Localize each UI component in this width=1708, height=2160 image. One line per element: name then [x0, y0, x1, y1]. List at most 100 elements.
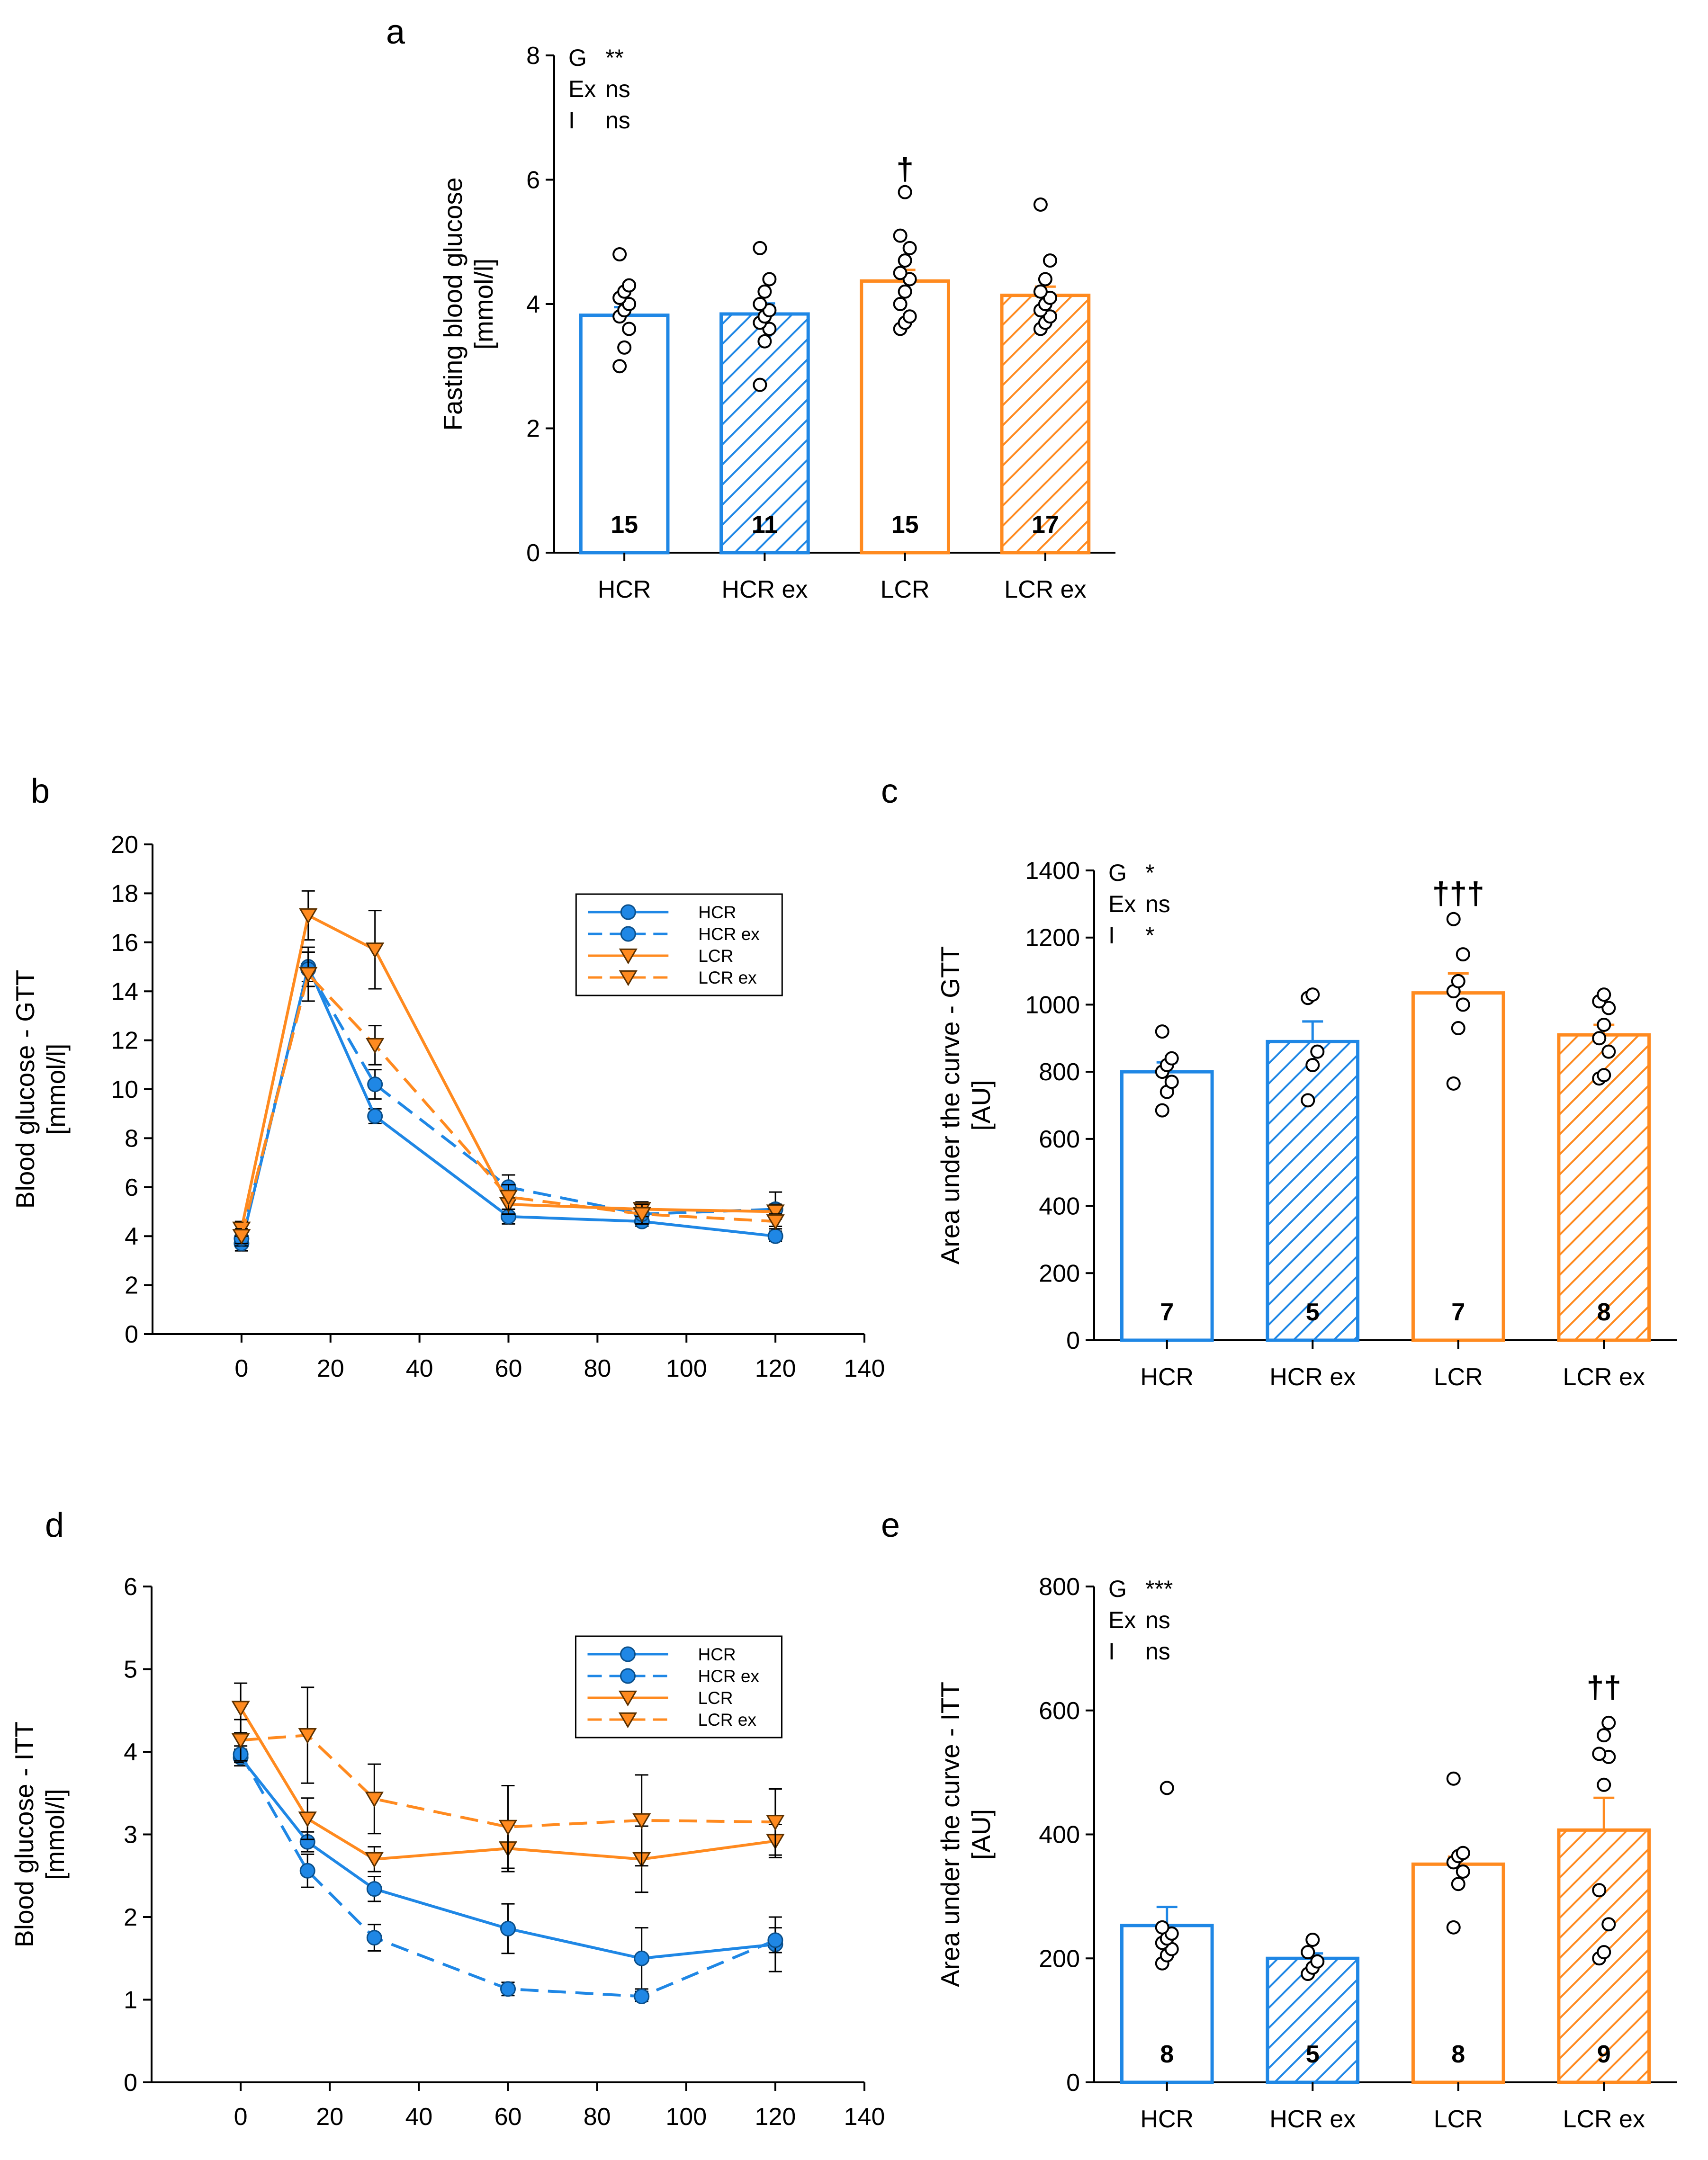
- data-marker: [767, 1228, 783, 1244]
- stat-value: ns: [1145, 1607, 1170, 1633]
- y-axis-label-unit: [AU]: [966, 1080, 996, 1131]
- stat-label: I: [568, 107, 575, 134]
- data-marker: [367, 1108, 383, 1124]
- stat-value: ns: [605, 107, 630, 134]
- data-point: [617, 340, 632, 355]
- chart-c-gtt-auc: 0 200 400 600 800 1000 1200 1400 Area under the …: [935, 857, 1677, 1391]
- bar-hcr-ex: [719, 312, 810, 555]
- legend-swatch-marker: [618, 1712, 638, 1729]
- significance-dagger: †††: [1432, 876, 1484, 911]
- data-point: [753, 377, 767, 392]
- y-axis-label: Area under the curve - GTT: [935, 946, 965, 1265]
- data-point: [893, 228, 908, 243]
- data-point: [1310, 1954, 1325, 1969]
- x-tick-label: HCR: [598, 576, 651, 603]
- y-tick-label: 600: [1039, 1697, 1080, 1725]
- n-label: 9: [1597, 2041, 1611, 2068]
- data-marker: [366, 1930, 382, 1946]
- x-tick-label: HCR: [1140, 2106, 1194, 2133]
- y-tick-label: 800: [1039, 1058, 1080, 1086]
- x-tick-label: LCR ex: [1563, 1363, 1645, 1391]
- legend-swatch-marker: [618, 1690, 638, 1707]
- data-point: [1601, 1715, 1616, 1730]
- y-tick-label: 1200: [1025, 924, 1080, 952]
- data-marker: [498, 1819, 518, 1836]
- y-tick-label: 6: [526, 167, 540, 194]
- legend-swatch-marker: [619, 948, 638, 965]
- x-tick-label: 120: [755, 1355, 796, 1382]
- data-point: [1597, 1068, 1611, 1083]
- y-tick-label: 2: [125, 1272, 138, 1300]
- data-marker: [632, 1813, 651, 1829]
- x-tick-label: LCR: [1434, 2106, 1483, 2133]
- data-marker: [366, 1881, 382, 1897]
- x-tick-label: HCR ex: [1269, 1363, 1356, 1391]
- data-point: [898, 185, 912, 199]
- data-marker: [500, 1920, 516, 1936]
- bar-hcr: [1120, 1070, 1214, 1342]
- y-tick-label: 2: [124, 1904, 137, 1931]
- y-axis-label-unit: [mmol/l]: [469, 259, 498, 350]
- bar-lcr-ex: [1557, 1033, 1651, 1342]
- data-point: [1456, 997, 1470, 1012]
- stat-value: ns: [1145, 891, 1170, 917]
- y-tick-label: 10: [111, 1076, 138, 1103]
- stat-label: Ex: [1108, 1607, 1136, 1633]
- series-line: [240, 913, 776, 1229]
- y-tick-label: 0: [125, 1321, 138, 1348]
- x-tick-label: LCR ex: [1563, 2106, 1645, 2133]
- x-tick-label: 100: [666, 1355, 707, 1382]
- data-point: [1456, 947, 1470, 962]
- x-tick-label: 40: [406, 1355, 433, 1382]
- y-tick-label: 4: [526, 291, 540, 318]
- data-point: [902, 241, 917, 255]
- stat-label: Ex: [568, 76, 596, 102]
- data-marker: [231, 1733, 250, 1749]
- panel-label-b: b: [31, 772, 50, 810]
- legend-swatch-marker: [620, 904, 636, 920]
- x-tick-label: 20: [317, 1355, 344, 1382]
- series-lcr-ex: [232, 946, 785, 1245]
- y-axis-label: Blood glucose - ITT: [9, 1721, 39, 1947]
- data-point: [1446, 912, 1461, 926]
- y-tick-label: 6: [125, 1174, 138, 1201]
- y-tick-label: 0: [526, 539, 540, 567]
- y-tick-label: 20: [111, 831, 138, 859]
- n-label: 15: [891, 511, 919, 538]
- data-point: [612, 359, 627, 374]
- x-tick-label: 60: [495, 1355, 522, 1382]
- n-label: 7: [1451, 1299, 1465, 1326]
- stat-value: ns: [605, 76, 630, 102]
- data-point: [762, 272, 777, 287]
- y-tick-label: 1: [124, 1987, 137, 2014]
- data-point: [1592, 1883, 1607, 1898]
- y-tick-label: 0: [1066, 1327, 1080, 1354]
- data-marker: [299, 1863, 315, 1879]
- legend-label: LCR: [698, 1688, 733, 1708]
- y-tick-label: 1400: [1025, 857, 1080, 885]
- x-tick-label: HCR ex: [721, 576, 808, 603]
- data-marker: [298, 1811, 317, 1828]
- panel-label-d: d: [45, 1506, 64, 1544]
- legend-swatch-marker: [619, 970, 638, 986]
- legend-swatch-marker: [620, 926, 636, 942]
- x-tick-label: 120: [755, 2103, 796, 2131]
- data-point: [1033, 284, 1048, 299]
- stat-value: ns: [1145, 1638, 1170, 1665]
- y-tick-label: 400: [1039, 1821, 1080, 1849]
- y-tick-label: 1000: [1025, 991, 1080, 1019]
- data-point: [622, 278, 637, 293]
- data-point: [1456, 1846, 1470, 1860]
- bar-hcr-ex: [1266, 1040, 1360, 1342]
- data-marker: [366, 942, 385, 959]
- stat-value: **: [605, 45, 624, 71]
- data-marker: [632, 1207, 651, 1223]
- data-point: [1155, 1024, 1169, 1039]
- data-marker: [766, 1815, 785, 1831]
- data-point: [893, 297, 908, 311]
- data-point: [1601, 1001, 1616, 1015]
- y-axis-label-unit: [mmol/l]: [41, 1044, 71, 1135]
- y-axis-label: Blood glucose - GTT: [10, 970, 40, 1209]
- significance-dagger: †: [896, 152, 914, 187]
